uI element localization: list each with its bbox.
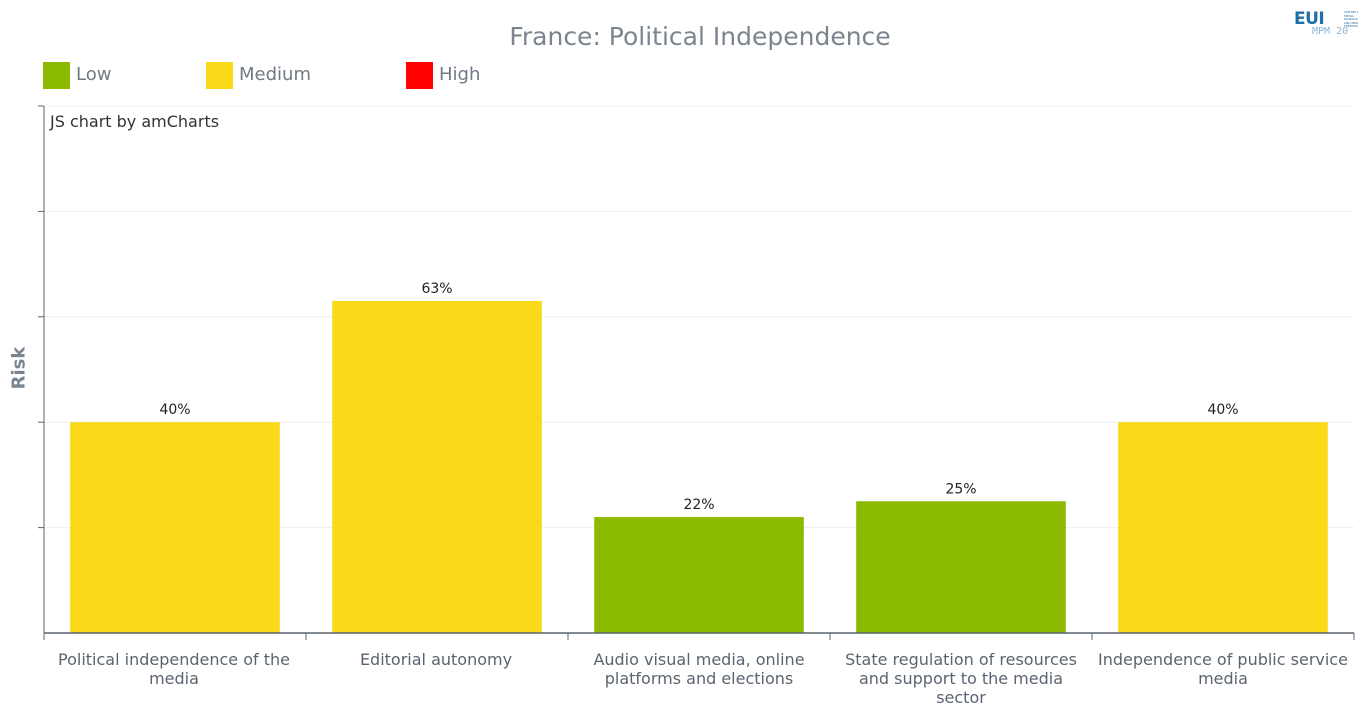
logo-mark: EUI xyxy=(1294,9,1325,29)
bar-value-label: 22% xyxy=(683,497,714,513)
x-axis-category-label: State regulation of resources and suppor… xyxy=(845,650,1077,707)
legend-swatch-low xyxy=(43,62,70,89)
bar xyxy=(70,422,280,633)
x-axis-category-label: Audio visual media, online platforms and… xyxy=(593,650,805,688)
x-axis-category-label: Independence of public service media xyxy=(1098,650,1348,688)
legend-label-medium: Medium xyxy=(239,64,311,85)
bar-value-label: 25% xyxy=(945,481,976,497)
legend-label-high: High xyxy=(439,64,481,85)
y-axis-label: Risk xyxy=(8,346,30,390)
bar-value-label: 63% xyxy=(421,281,452,297)
logo-small-text: CENTRE FOR MEDIA PLURALISM AND MEDIA FRE… xyxy=(1344,10,1358,28)
bar xyxy=(332,300,542,633)
chart-title: France: Political Independence xyxy=(509,22,891,51)
amcharts-credit-link[interactable]: JS chart by amCharts xyxy=(50,112,220,131)
x-axis-category-label: Political independence of the media xyxy=(58,650,290,688)
bar-value-label: 40% xyxy=(159,402,190,418)
eui-logo: EUI CENTRE FOR MEDIA PLURALISM AND MEDIA… xyxy=(1292,6,1358,40)
bar-value-label: 40% xyxy=(1207,402,1238,418)
bar xyxy=(1118,422,1328,633)
logo-subtext: MPM 20 xyxy=(1312,26,1349,37)
legend-label-low: Low xyxy=(76,64,112,85)
legend-swatch-high xyxy=(406,62,433,89)
x-axis-category-label: Editorial autonomy xyxy=(359,650,513,669)
legend-swatch-medium xyxy=(206,62,233,89)
bar xyxy=(856,501,1066,633)
bar xyxy=(594,517,804,633)
